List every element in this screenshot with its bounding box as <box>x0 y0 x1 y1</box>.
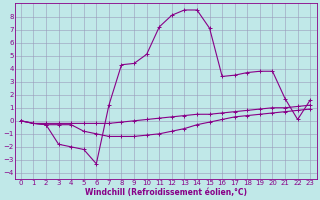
X-axis label: Windchill (Refroidissement éolien,°C): Windchill (Refroidissement éolien,°C) <box>84 188 246 197</box>
